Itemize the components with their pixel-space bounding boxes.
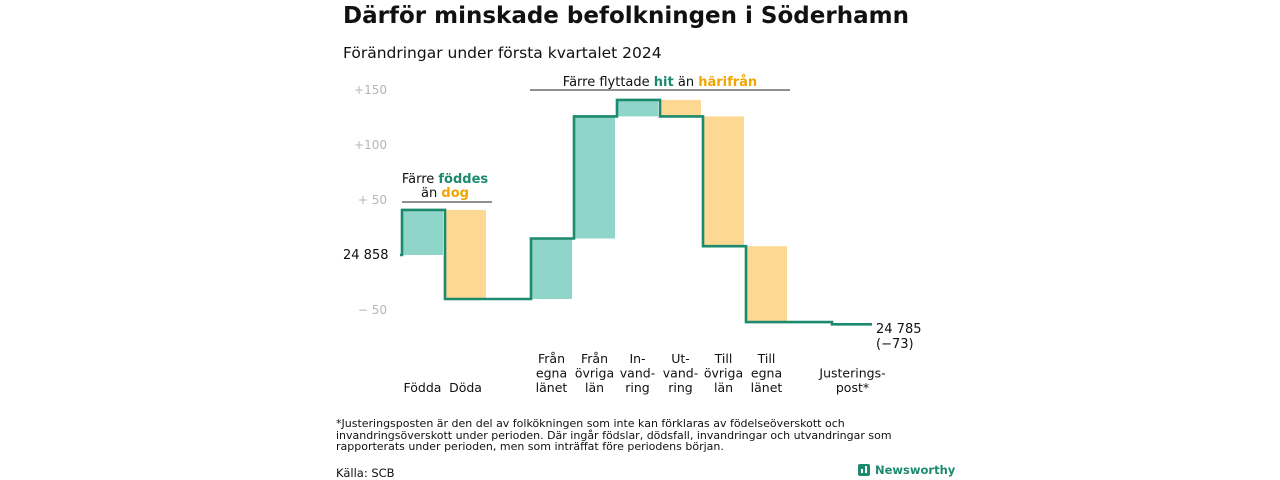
category-label-line: egna — [536, 366, 567, 381]
chart-title: Därför minskade befolkningen i Söderhamn — [343, 3, 909, 29]
category-label-line: Ut- — [671, 351, 690, 366]
category-label-line: län — [714, 380, 733, 395]
end-value-label: 24 785 — [876, 322, 922, 337]
category-label-line: egna — [751, 366, 782, 381]
category-label-line: vand- — [620, 366, 655, 381]
category-label-line: länet — [536, 380, 568, 395]
annotation-births-line2: än dog — [421, 186, 469, 201]
y-tick-label: +100 — [354, 138, 387, 152]
source-label: Källa: SCB — [336, 466, 395, 480]
annotation-text: än — [674, 75, 698, 90]
annotation-text: Färre — [402, 172, 439, 187]
category-label-3: Från egna länet — [536, 351, 568, 395]
brand-logo: Newsworthy — [858, 463, 955, 477]
annotation-highlight-in: föddes — [438, 172, 488, 187]
y-tick-label: − 50 — [358, 303, 387, 317]
category-label-1: Födda — [404, 380, 442, 395]
category-label-line: Födda — [404, 380, 442, 395]
category-label-line: Till — [757, 351, 776, 366]
category-label-2: Döda — [449, 380, 482, 395]
category-label-line: Till — [714, 351, 733, 366]
category-label-line: övriga — [704, 366, 743, 381]
start-value-label: 24 858 — [343, 248, 389, 263]
bar-6 — [660, 99, 701, 117]
brand-name: Newsworthy — [875, 463, 956, 477]
category-label-line: Döda — [449, 380, 482, 395]
category-label-4: Från övriga län — [575, 351, 614, 395]
chart-subtitle: Förändringar under första kvartalet 2024 — [343, 44, 662, 62]
category-label-line: vand- — [663, 366, 698, 381]
category-label-line: ring — [625, 380, 649, 395]
bar-1 — [402, 209, 443, 255]
bar-2 — [445, 209, 486, 299]
annotation-highlight-in: hit — [654, 75, 674, 90]
cumulative-line — [400, 98, 872, 326]
bar-8 — [746, 246, 787, 323]
end-change-label: (−73) — [876, 337, 914, 352]
bar-5 — [617, 99, 658, 117]
category-label-line: Från — [538, 351, 565, 366]
category-label-7: Till övriga län — [704, 351, 743, 395]
annotation-migration: Färre flyttade hit än härifrån — [563, 75, 757, 90]
bar-3 — [531, 238, 572, 299]
category-label-line: ring — [668, 380, 692, 395]
annotation-text: än — [421, 186, 441, 201]
annotation-highlight-out: härifrån — [698, 75, 757, 90]
category-label-line: In- — [629, 351, 645, 366]
y-tick-label: +150 — [354, 83, 387, 97]
category-label-line: län — [585, 380, 604, 395]
annotation-text: Färre flyttade — [563, 75, 654, 90]
bar-7 — [703, 116, 744, 247]
category-label-line: länet — [751, 380, 783, 395]
category-label-line: Från — [581, 351, 608, 366]
category-label-line: övriga — [575, 366, 614, 381]
footnote: *Justeringsposten är den del av folkökni… — [336, 417, 892, 453]
category-label-5: In-vand-ring — [620, 351, 655, 395]
category-label-8: Till egna länet — [751, 351, 783, 395]
category-label-line: post* — [836, 380, 869, 395]
bar-4 — [574, 116, 615, 239]
category-label-9: Justerings-post* — [818, 366, 885, 396]
annotation-births-line1: Färre föddes — [402, 172, 489, 187]
y-tick-label: + 50 — [358, 193, 387, 207]
category-label-6: Ut-vand-ring — [663, 351, 698, 395]
bar-chart-icon — [858, 464, 870, 476]
annotation-highlight-out: dog — [441, 186, 469, 201]
category-label-line: Justerings- — [818, 366, 885, 381]
